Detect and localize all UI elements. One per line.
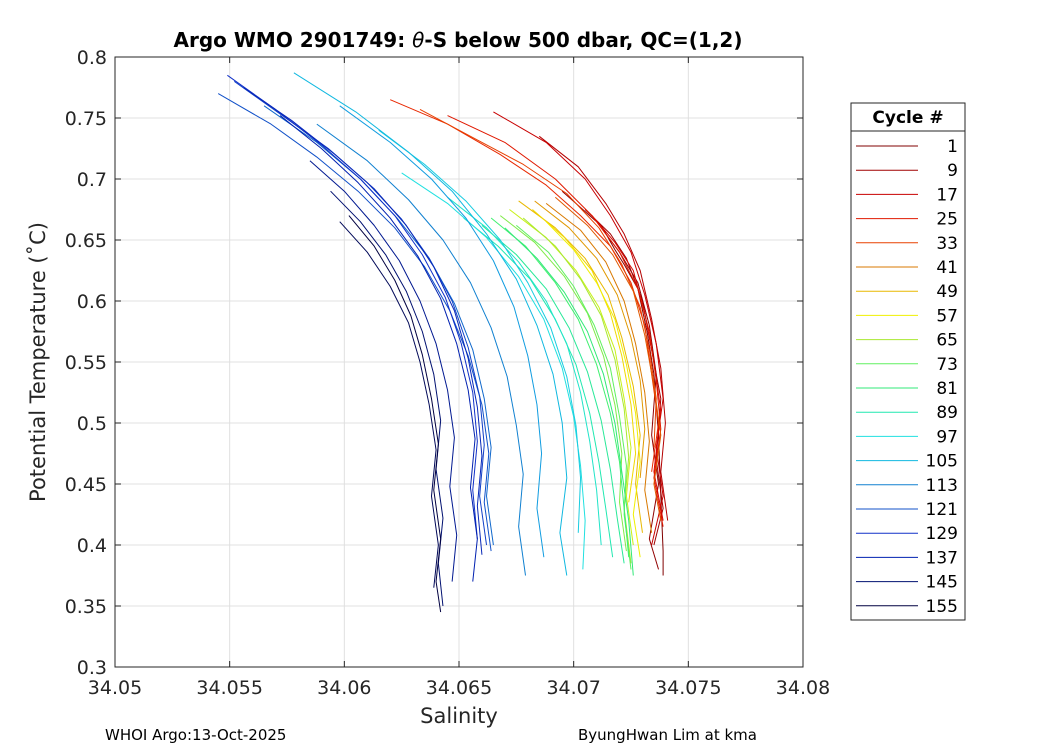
legend-label: 155	[926, 597, 958, 617]
legend-label: 33	[936, 234, 958, 254]
series-line-cycle-37	[554, 196, 662, 521]
legend-label: 41	[936, 258, 958, 278]
x-tick-label: 34.06	[317, 677, 371, 699]
series-line-cycle-145	[330, 190, 444, 607]
y-tick-label: 0.55	[65, 352, 107, 374]
legend-label: 57	[936, 306, 958, 326]
series-line-cycle-93	[447, 196, 602, 546]
footer-right: ByungHwan Lim at kma	[578, 726, 757, 744]
series-line-cycle-133	[243, 87, 483, 555]
y-axis-label: Potential Temperature (˚C)	[26, 222, 50, 502]
series-line-cycle-105	[293, 72, 568, 576]
legend-label: 65	[936, 331, 958, 351]
y-tick-label: 0.5	[77, 413, 107, 435]
legend-label: 113	[926, 476, 958, 496]
series-line-cycle-25	[447, 115, 664, 527]
legend-label: 25	[936, 210, 958, 230]
legend-label: 9	[947, 161, 958, 181]
legend-label: 97	[936, 427, 958, 447]
footer-left: WHOI Argo:13-Oct-2025	[105, 726, 286, 744]
legend-label: 1	[947, 137, 958, 157]
series-line-cycle-137	[279, 115, 478, 582]
series-line-cycle-109	[339, 105, 545, 558]
x-axis-label: Salinity	[420, 704, 498, 728]
grid	[115, 57, 803, 667]
chart-title: Argo WMO 2901749: θ-S below 500 dbar, QC…	[174, 28, 743, 52]
series-line-cycle-113	[316, 123, 527, 576]
data-series	[217, 72, 669, 613]
legend-label: 89	[936, 403, 958, 423]
x-tick-label: 34.05	[88, 677, 142, 699]
legend-label: 121	[926, 500, 958, 520]
legend-label: 145	[926, 573, 958, 593]
legend-label: 129	[926, 524, 958, 544]
x-tick-label: 34.08	[776, 677, 830, 699]
series-line-cycle-41	[545, 203, 653, 533]
series-line-cycle-81	[504, 227, 634, 576]
y-tick-label: 0.6	[77, 291, 107, 313]
series-line-cycle-141	[309, 160, 458, 582]
legend-label: 105	[926, 452, 958, 472]
series-line-cycle-1	[600, 225, 664, 576]
legend-label: 81	[936, 379, 958, 399]
series-line-cycle-77	[490, 217, 630, 558]
y-tick-label: 0.8	[77, 47, 107, 69]
axis-ticks: 34.05 34.055 34.06 34.065 34.07 34.075 34.08 0.…	[65, 47, 831, 699]
series-line-cycle-13	[538, 135, 669, 521]
y-tick-label: 0.45	[65, 474, 107, 496]
y-tick-label: 0.3	[77, 657, 107, 679]
series-line-cycle-21	[591, 215, 664, 521]
y-tick-label: 0.7	[77, 169, 107, 191]
x-tick-label: 34.065	[426, 677, 492, 699]
legend-label: 49	[936, 282, 958, 302]
series-line-cycle-155	[348, 215, 442, 613]
series-line-cycle-73	[516, 224, 632, 570]
series-line-cycle-61	[509, 209, 634, 546]
series-line-cycle-45	[534, 200, 646, 478]
series-line-cycle-150	[339, 221, 439, 588]
legend-label: 73	[936, 355, 958, 375]
y-tick-label: 0.65	[65, 230, 107, 252]
x-tick-label: 34.055	[196, 677, 262, 699]
legend-title: Cycle #	[872, 108, 943, 128]
y-tick-label: 0.4	[77, 535, 107, 557]
y-tick-label: 0.75	[65, 108, 107, 130]
legend-entries: 1 9 17 25 33 41 49 57 65 73 81 89 97 105 113 121 129 137 1…	[856, 137, 958, 617]
legend: Cycle # 1 9 17 25 33 41 49 57 65 73 81 89 97 105 113 12…	[850, 102, 966, 621]
y-tick-label: 0.35	[65, 596, 107, 618]
series-line-cycle-17	[493, 111, 664, 546]
series-line-cycle-53	[532, 209, 637, 503]
series-line-cycle-69	[499, 215, 627, 552]
x-tick-label: 34.075	[655, 677, 721, 699]
series-line-cycle-57	[545, 221, 641, 558]
legend-label: 137	[926, 548, 958, 568]
series-line-cycle-85	[481, 224, 625, 564]
series-line-cycle-101	[378, 129, 582, 533]
series-line-cycle-129	[227, 74, 478, 539]
x-tick-label: 34.07	[546, 677, 600, 699]
series-line-cycle-121	[217, 93, 492, 552]
legend-box	[850, 102, 966, 621]
series-line-cycle-33	[419, 109, 657, 448]
legend-label: 17	[936, 185, 958, 205]
series-line-cycle-89	[463, 217, 614, 558]
